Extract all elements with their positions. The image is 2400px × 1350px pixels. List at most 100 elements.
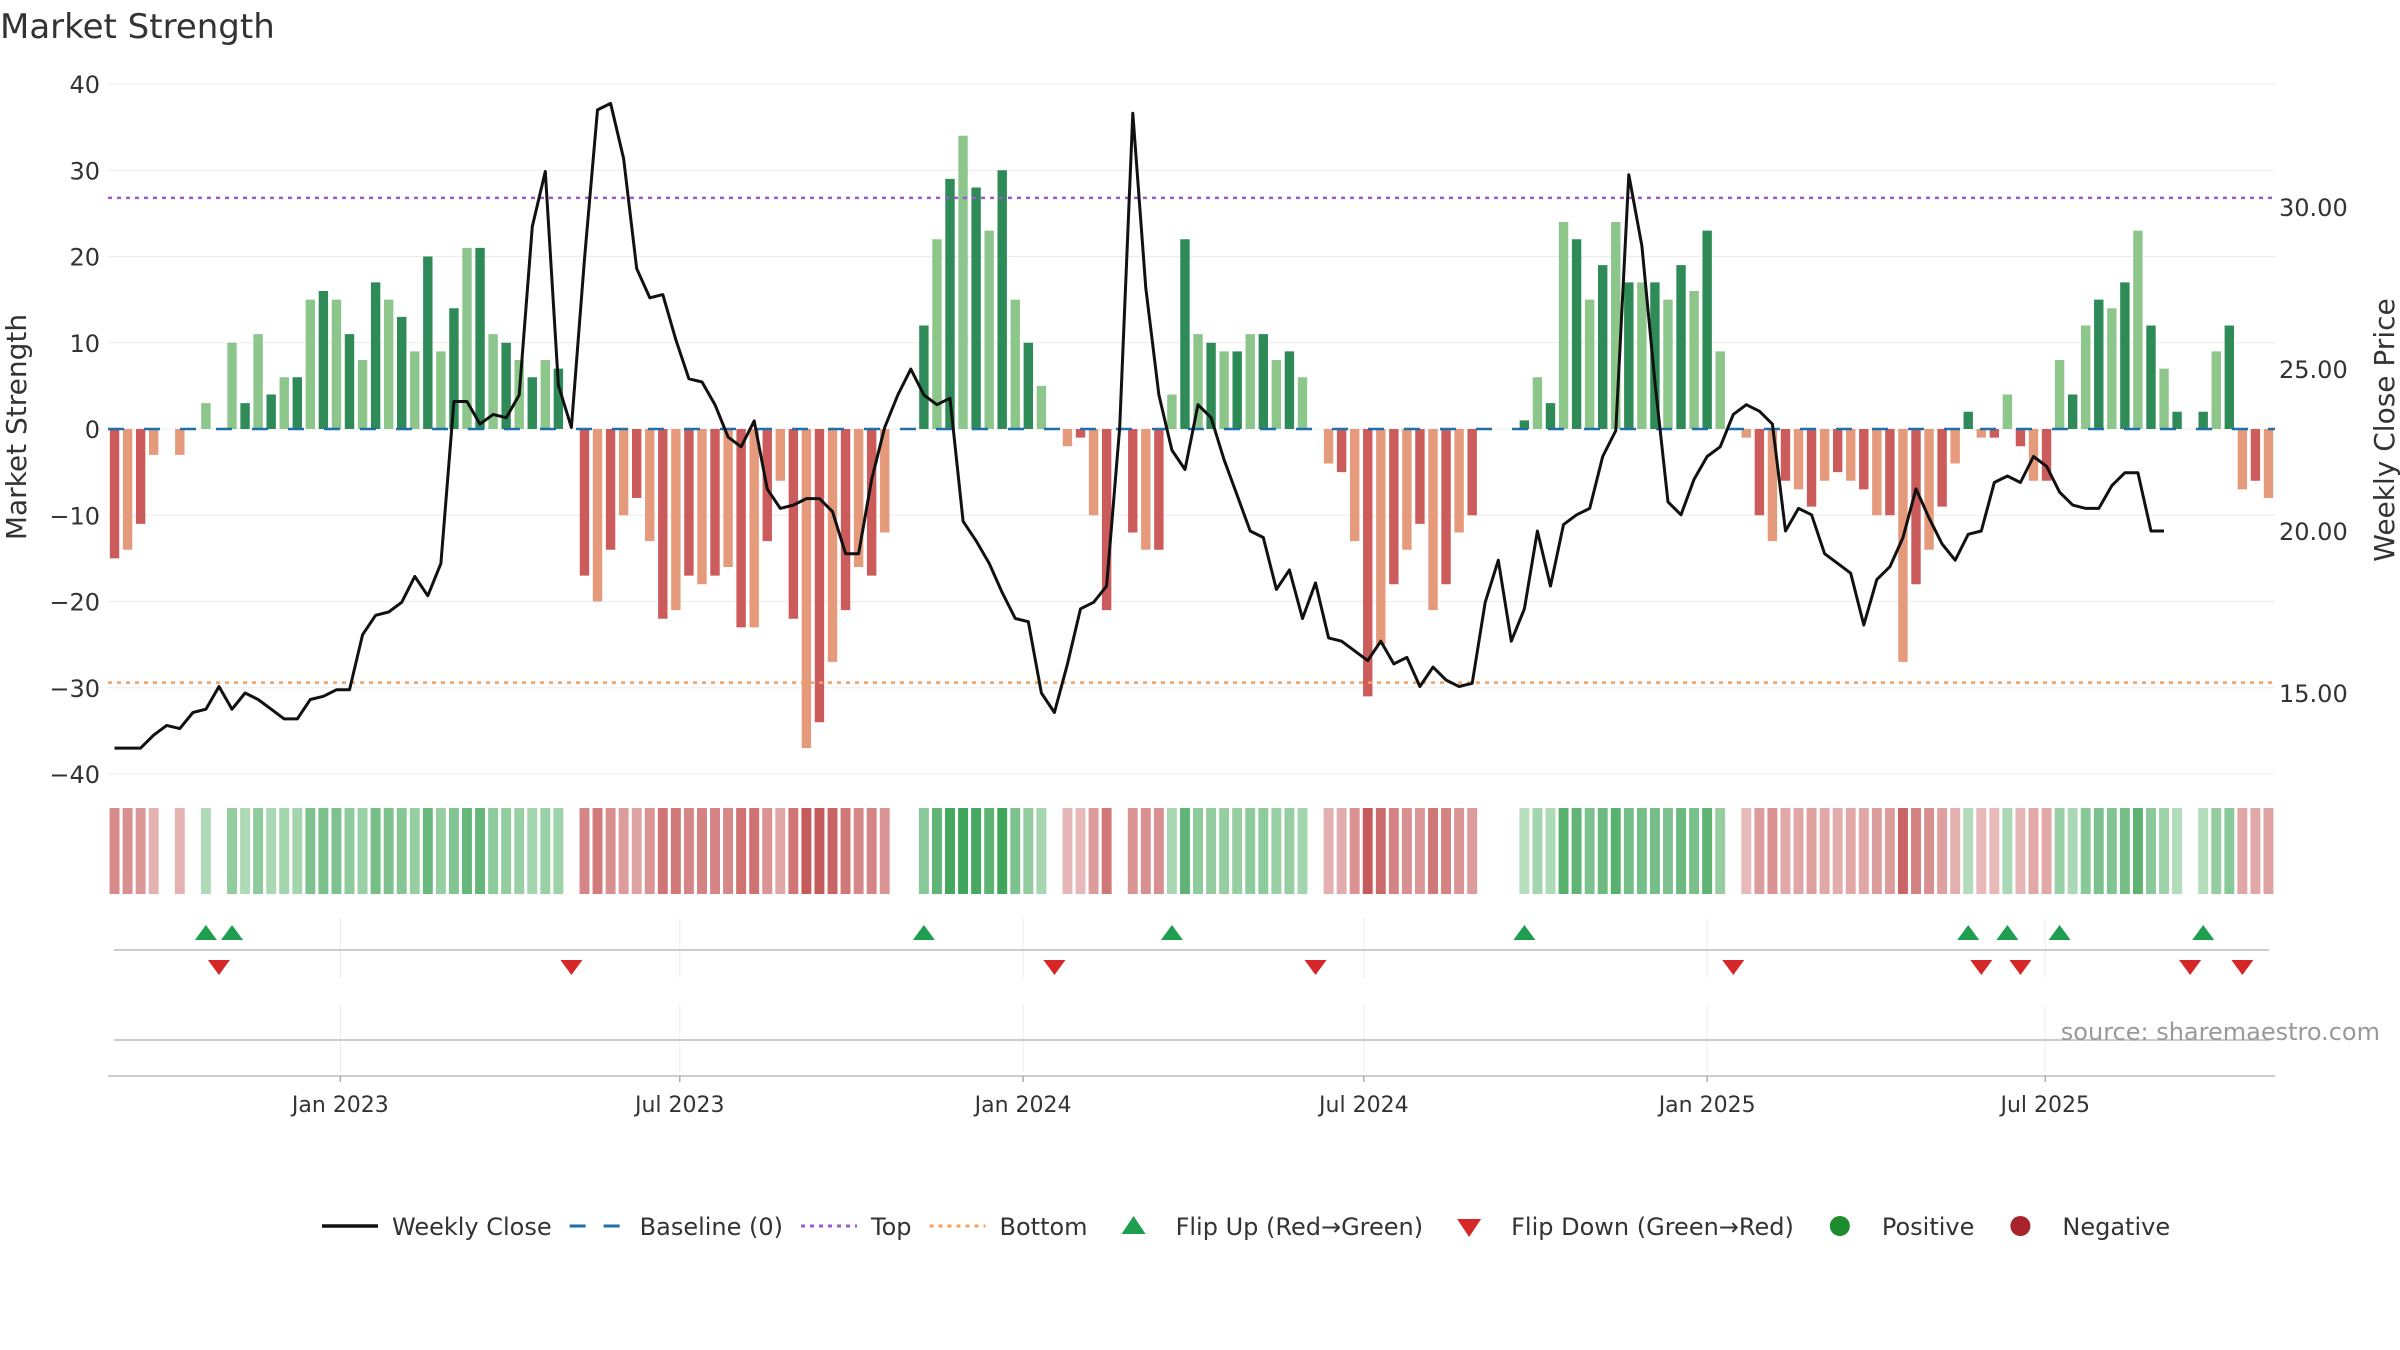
heat-cell-137 — [1897, 808, 1908, 894]
price-line-group — [114, 101, 2164, 750]
heat-cell-36 — [579, 808, 590, 894]
heat-cell-117 — [1636, 808, 1647, 894]
y-tick-label: 20 — [69, 244, 100, 272]
heat-cell-96 — [1362, 808, 1373, 894]
strength-bar-34 — [553, 368, 564, 429]
heat-cell-22 — [396, 808, 407, 894]
strength-bar-70 — [1023, 342, 1034, 429]
heat-cell-65 — [958, 808, 969, 894]
strength-bar-37 — [592, 429, 603, 602]
strength-bar-75 — [1088, 429, 1099, 516]
flip-down-marker — [1043, 960, 1066, 975]
strength-bar-165 — [2263, 429, 2274, 498]
strength-bar-147 — [2028, 429, 2039, 481]
flip-up-marker — [1957, 925, 1980, 940]
strength-bar-63 — [932, 239, 942, 429]
legend-item-5: Flip Down (Green→Red) — [1457, 1213, 1794, 1241]
heat-cell-70 — [1023, 808, 1034, 894]
heat-cell-146 — [2015, 808, 2026, 894]
strength-bar-74 — [1075, 429, 1086, 438]
strength-bar-3 — [148, 429, 159, 455]
y2-tick-label: 30.00 — [2279, 194, 2348, 222]
heat-cell-112 — [1571, 808, 1582, 894]
strength-bar-19 — [357, 360, 368, 429]
heat-cell-126 — [1754, 808, 1765, 894]
strength-bar-84 — [1206, 342, 1216, 429]
heat-cell-118 — [1649, 808, 1660, 894]
heat-cell-81 — [1166, 808, 1177, 894]
heat-cell-58 — [866, 808, 877, 894]
heat-cell-147 — [2028, 808, 2039, 894]
heat-cell-155 — [2132, 808, 2143, 894]
heat-cell-32 — [527, 808, 538, 894]
strength-bar-15 — [305, 299, 316, 429]
strength-bar-71 — [1036, 385, 1047, 429]
legend-item-2: Top — [801, 1213, 912, 1241]
heat-cell-156 — [2146, 808, 2156, 894]
strength-bar-133 — [1846, 429, 1856, 481]
legend-label: Negative — [2062, 1213, 2170, 1241]
heat-cell-39 — [618, 808, 629, 894]
heat-cell-99 — [1401, 808, 1412, 894]
heat-cell-64 — [945, 808, 955, 894]
legend-swatch — [1121, 1216, 1146, 1234]
strength-bar-93 — [1323, 429, 1334, 464]
strength-bar-157 — [2159, 368, 2169, 429]
heat-cell-69 — [1010, 808, 1021, 894]
strength-bar-57 — [853, 429, 864, 567]
strength-bar-10 — [240, 403, 250, 429]
strength-bar-112 — [1571, 239, 1582, 429]
heat-cell-78 — [1127, 808, 1138, 894]
legend-label: Positive — [1882, 1213, 1975, 1241]
x-tick-label: Jul 2025 — [1998, 1093, 2090, 1118]
y-axis-label: Market Strength — [0, 314, 33, 540]
heat-cell-158 — [2172, 808, 2183, 894]
x-tick-label: Jan 2023 — [290, 1093, 389, 1118]
x-tick-label: Jan 2024 — [973, 1093, 1072, 1118]
legend-item-6: Positive — [1829, 1213, 1975, 1241]
heat-cell-93 — [1323, 808, 1334, 894]
strength-bar-80 — [1154, 429, 1164, 550]
heat-cell-151 — [2080, 808, 2091, 894]
heat-cell-154 — [2119, 808, 2130, 894]
strength-bar-109 — [1532, 377, 1543, 429]
heat-cell-119 — [1663, 808, 1673, 894]
strength-bar-135 — [1872, 429, 1882, 516]
strength-bar-150 — [2067, 394, 2078, 429]
strength-bar-42 — [658, 429, 668, 619]
heat-cell-101 — [1428, 808, 1438, 894]
flip-up-marker — [912, 925, 935, 940]
heat-cell-83 — [1193, 808, 1203, 894]
heat-cell-9 — [227, 808, 237, 894]
strength-bar-30 — [501, 342, 511, 429]
strength-bar-23 — [410, 351, 420, 429]
strength-bar-24 — [423, 256, 433, 429]
heat-cell-20 — [370, 808, 381, 894]
strength-bar-27 — [462, 247, 472, 429]
heat-cell-148 — [2041, 808, 2052, 894]
legend-swatch — [1457, 1219, 1482, 1237]
heat-cell-75 — [1088, 808, 1099, 894]
strength-bar-103 — [1454, 429, 1464, 533]
heat-cell-73 — [1062, 808, 1073, 894]
heat-cell-133 — [1845, 808, 1856, 894]
strength-bar-45 — [697, 429, 707, 585]
heat-cell-33 — [540, 808, 551, 894]
strength-bar-158 — [2172, 411, 2182, 429]
strength-bar-81 — [1167, 394, 1177, 429]
strength-bar-52 — [788, 429, 799, 619]
strength-bar-86 — [1232, 351, 1242, 429]
strength-bar-139 — [1924, 429, 1934, 550]
heat-cell-108 — [1519, 808, 1530, 894]
strength-bar-141 — [1950, 429, 1960, 464]
heat-cell-143 — [1976, 808, 1987, 894]
strength-bar-7 — [201, 403, 211, 429]
heat-cell-18 — [344, 808, 355, 894]
flip-markers — [114, 925, 2269, 975]
heat-cell-110 — [1545, 808, 1556, 894]
heat-cell-125 — [1741, 808, 1752, 894]
heat-cell-113 — [1584, 808, 1595, 894]
heat-cell-23 — [409, 808, 420, 894]
strength-bar-43 — [671, 429, 681, 611]
